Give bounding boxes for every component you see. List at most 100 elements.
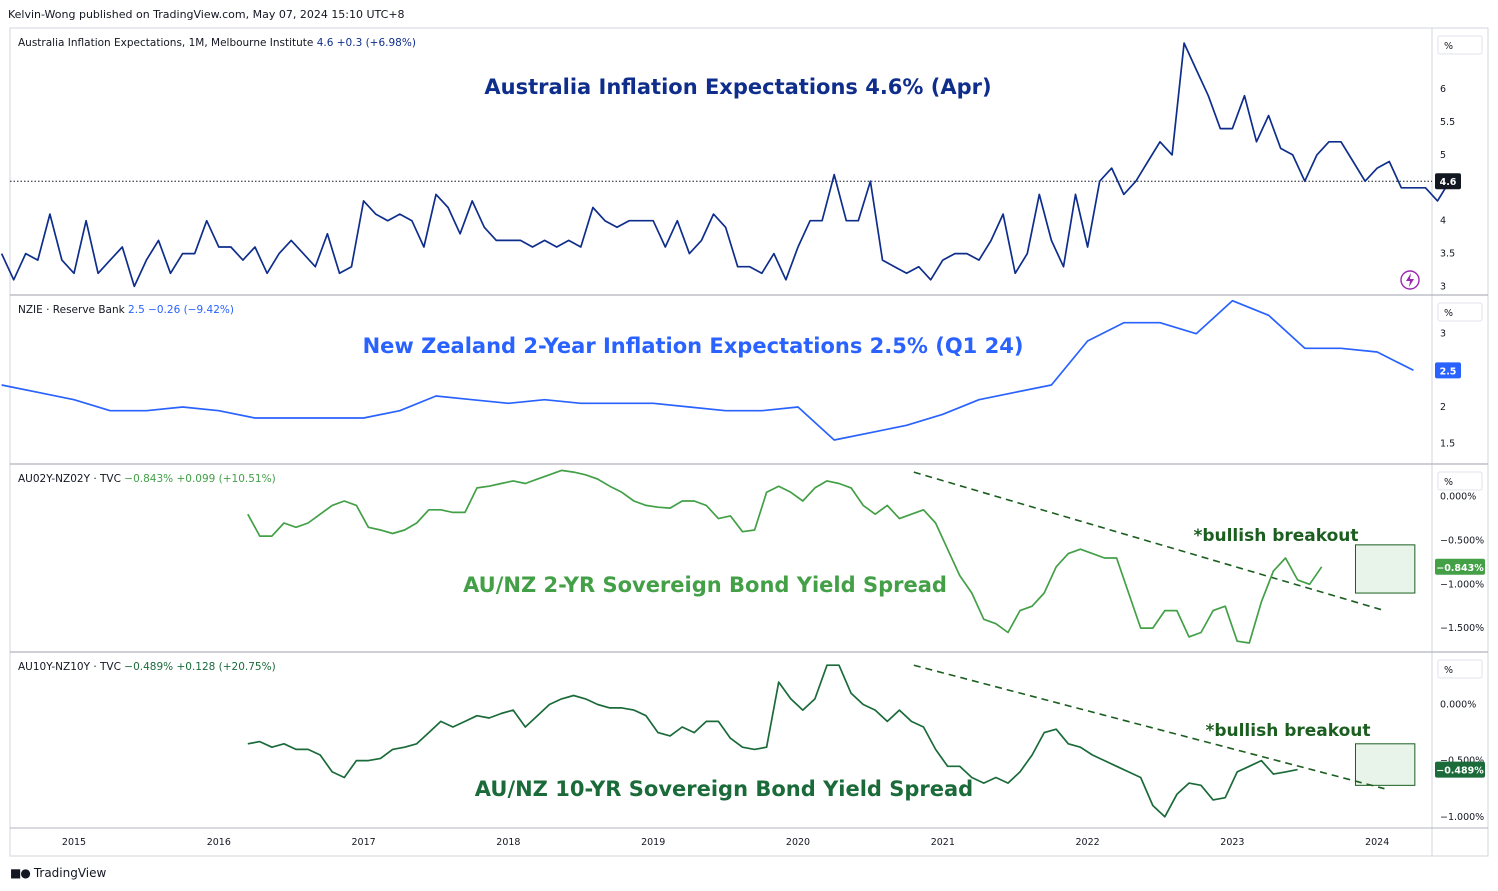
data-point[interactable] bbox=[387, 220, 389, 222]
series-line[interactable] bbox=[247, 469, 1323, 644]
data-point[interactable] bbox=[1103, 557, 1105, 559]
data-point[interactable] bbox=[1188, 636, 1190, 638]
data-point[interactable] bbox=[645, 504, 647, 506]
data-point[interactable] bbox=[717, 720, 719, 722]
data-point[interactable] bbox=[1050, 384, 1052, 386]
data-point[interactable] bbox=[500, 482, 502, 484]
data-point[interactable] bbox=[1243, 95, 1245, 97]
data-point[interactable] bbox=[302, 252, 304, 254]
data-point[interactable] bbox=[548, 474, 550, 476]
data-point[interactable] bbox=[1140, 776, 1142, 778]
data-point[interactable] bbox=[367, 526, 369, 528]
data-point[interactable] bbox=[1055, 566, 1057, 568]
data-point[interactable] bbox=[995, 776, 997, 778]
data-point[interactable] bbox=[37, 259, 39, 261]
data-point[interactable] bbox=[61, 259, 63, 261]
data-point[interactable] bbox=[1195, 68, 1197, 70]
data-point[interactable] bbox=[778, 485, 780, 487]
data-point[interactable] bbox=[1127, 592, 1129, 594]
data-point[interactable] bbox=[971, 592, 973, 594]
data-point[interactable] bbox=[1248, 765, 1250, 767]
data-point[interactable] bbox=[271, 746, 273, 748]
data-point[interactable] bbox=[881, 259, 883, 261]
data-point[interactable] bbox=[1014, 272, 1016, 274]
data-point[interactable] bbox=[290, 239, 292, 241]
data-point[interactable] bbox=[399, 213, 401, 215]
data-point[interactable] bbox=[435, 395, 437, 397]
data-point[interactable] bbox=[367, 759, 369, 761]
data-point[interactable] bbox=[761, 272, 763, 274]
data-point[interactable] bbox=[326, 417, 328, 419]
data-point[interactable] bbox=[247, 743, 249, 745]
data-point[interactable] bbox=[790, 491, 792, 493]
data-point[interactable] bbox=[765, 746, 767, 748]
data-point[interactable] bbox=[572, 694, 574, 696]
data-point[interactable] bbox=[488, 717, 490, 719]
data-point[interactable] bbox=[524, 482, 526, 484]
data-point[interactable] bbox=[230, 246, 232, 248]
data-point[interactable] bbox=[990, 239, 992, 241]
data-point[interactable] bbox=[375, 213, 377, 215]
data-point[interactable] bbox=[592, 206, 594, 208]
time-axis[interactable]: 2015 2016 2017 2018 2019 2020 2021 2022 2023 2024 bbox=[10, 827, 1488, 848]
data-point[interactable] bbox=[247, 513, 249, 515]
data-point[interactable] bbox=[1091, 754, 1093, 756]
data-point[interactable] bbox=[543, 399, 545, 401]
data-point[interactable] bbox=[802, 709, 804, 711]
data-point[interactable] bbox=[440, 720, 442, 722]
data-point[interactable] bbox=[495, 239, 497, 241]
data-point[interactable] bbox=[507, 239, 509, 241]
data-point[interactable] bbox=[290, 417, 292, 419]
data-point[interactable] bbox=[1043, 592, 1045, 594]
data-point[interactable] bbox=[85, 220, 87, 222]
data-point[interactable] bbox=[1152, 627, 1154, 629]
data-point[interactable] bbox=[355, 504, 357, 506]
data-point[interactable] bbox=[1086, 246, 1088, 248]
data-point[interactable] bbox=[597, 478, 599, 480]
data-point[interactable] bbox=[874, 709, 876, 711]
data-point[interactable] bbox=[1183, 42, 1185, 44]
data-point[interactable] bbox=[946, 765, 948, 767]
data-point[interactable] bbox=[669, 735, 671, 737]
data-point[interactable] bbox=[283, 743, 285, 745]
data-point[interactable] bbox=[729, 737, 731, 739]
data-point[interactable] bbox=[379, 757, 381, 759]
data-point[interactable] bbox=[621, 491, 623, 493]
data-point[interactable] bbox=[1038, 193, 1040, 195]
data-point[interactable] bbox=[657, 506, 659, 508]
data-point[interactable] bbox=[423, 246, 425, 248]
data-point[interactable] bbox=[1267, 314, 1269, 316]
data-point[interactable] bbox=[790, 698, 792, 700]
data-point[interactable] bbox=[1062, 266, 1064, 268]
data-point[interactable] bbox=[954, 252, 956, 254]
data-point[interactable] bbox=[145, 259, 147, 261]
pane-1[interactable]: Australia Inflation Expectations, 1M, Me… bbox=[0, 35, 1483, 292]
data-point[interactable] bbox=[717, 517, 719, 519]
data-point[interactable] bbox=[1248, 642, 1250, 644]
data-point[interactable] bbox=[785, 279, 787, 281]
data-point[interactable] bbox=[145, 410, 147, 412]
data-point[interactable] bbox=[983, 782, 985, 784]
data-point[interactable] bbox=[1111, 167, 1113, 169]
data-point[interactable] bbox=[343, 776, 345, 778]
data-point[interactable] bbox=[942, 413, 944, 415]
last-value-badge[interactable] bbox=[1435, 362, 1461, 379]
data-point[interactable] bbox=[259, 535, 261, 537]
data-point[interactable] bbox=[411, 220, 413, 222]
data-point[interactable] bbox=[343, 500, 345, 502]
data-point[interactable] bbox=[266, 272, 268, 274]
data-point[interactable] bbox=[1304, 347, 1306, 349]
data-point[interactable] bbox=[978, 259, 980, 261]
last-value-badge[interactable] bbox=[1435, 558, 1485, 575]
data-point[interactable] bbox=[580, 402, 582, 404]
data-point[interactable] bbox=[1219, 127, 1221, 129]
data-point[interactable] bbox=[700, 239, 702, 241]
data-point[interactable] bbox=[833, 439, 835, 441]
data-point[interactable] bbox=[483, 226, 485, 228]
data-point[interactable] bbox=[1340, 141, 1342, 143]
data-point[interactable] bbox=[218, 246, 220, 248]
data-point[interactable] bbox=[802, 500, 804, 502]
data-point[interactable] bbox=[536, 478, 538, 480]
series-line[interactable] bbox=[0, 42, 1451, 288]
series-line[interactable] bbox=[1, 299, 1414, 441]
